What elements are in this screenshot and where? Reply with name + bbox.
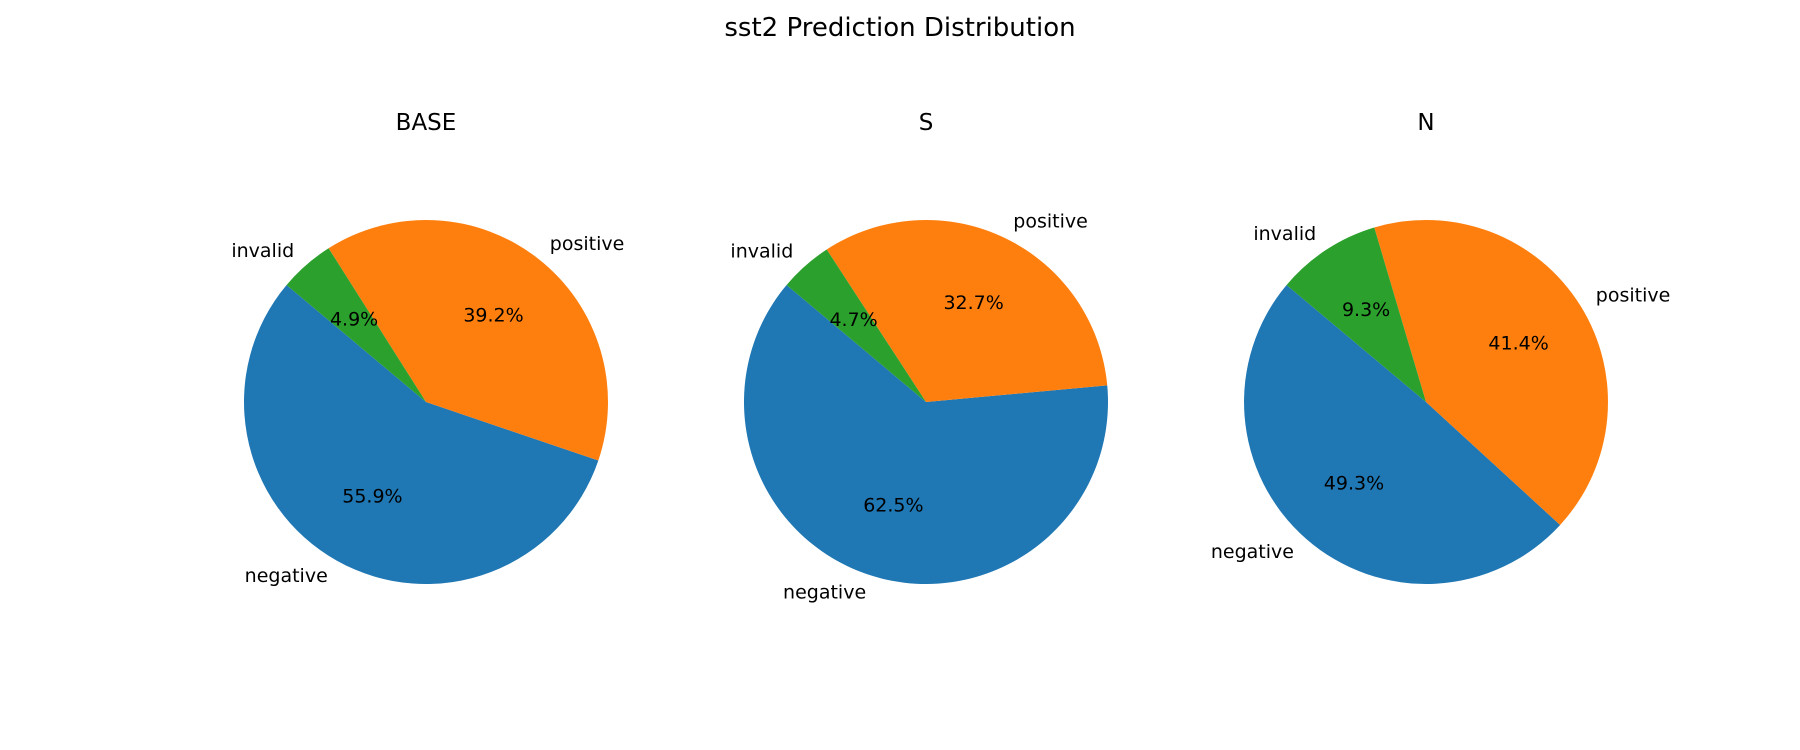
pie-slice-base-negative [243, 285, 599, 584]
pie-slices-base: negative 55.9% positive 39.2% invalid 4.9% [231, 219, 625, 587]
pct-label-n-positive: 41.4% [1488, 333, 1548, 355]
slice-label-base-positive: positive [550, 233, 625, 255]
pie-slices-n: negative 49.3% positive 41.4% invalid 9.3% [1211, 219, 1671, 584]
pct-label-n-invalid: 9.3% [1342, 299, 1390, 321]
slice-label-base-invalid: invalid [231, 240, 294, 262]
pie-title-s: S [919, 110, 934, 136]
pct-label-n-negative: 49.3% [1324, 473, 1384, 495]
pct-label-s-positive: 32.7% [943, 292, 1003, 314]
slice-label-s-positive: positive [1013, 210, 1088, 232]
slice-label-n-invalid: invalid [1253, 223, 1316, 245]
slice-label-n-positive: positive [1596, 284, 1671, 306]
pct-label-s-negative: 62.5% [863, 495, 923, 517]
pct-label-base-invalid: 4.9% [330, 308, 378, 330]
pie-chart-s: S negative 62.5% positive 32.7% invalid 4.7% [730, 110, 1108, 604]
pie-slice-base-invalid [286, 248, 426, 402]
pie-title-n: N [1417, 110, 1434, 136]
slice-label-base-negative: negative [245, 565, 328, 587]
pie-slice-n-negative [1244, 285, 1561, 584]
pie-slice-s-invalid [786, 249, 926, 402]
slice-label-s-negative: negative [783, 582, 866, 604]
pie-chart-base: BASE negative 55.9% positive 39.2% invalid 4.… [231, 110, 624, 587]
pie-slice-s-negative [743, 285, 1108, 585]
slice-label-n-negative: negative [1211, 541, 1294, 563]
pie-title-base: BASE [396, 110, 457, 136]
slice-label-s-invalid: invalid [730, 241, 793, 263]
pie-slice-s-positive [826, 220, 1108, 402]
pie-slice-n-positive [1374, 219, 1608, 525]
pie-slice-base-positive [328, 219, 608, 461]
pct-label-base-positive: 39.2% [463, 305, 523, 327]
pie-slice-n-invalid [1286, 227, 1426, 402]
pie-chart-n: N negative 49.3% positive 41.4% invalid 9.3% [1211, 110, 1670, 584]
chart-title: sst2 Prediction Distribution [724, 13, 1075, 43]
pct-label-base-negative: 55.9% [342, 486, 402, 508]
pct-label-s-invalid: 4.7% [829, 309, 877, 331]
pie-slices-s: negative 62.5% positive 32.7% invalid 4.7% [730, 210, 1108, 604]
